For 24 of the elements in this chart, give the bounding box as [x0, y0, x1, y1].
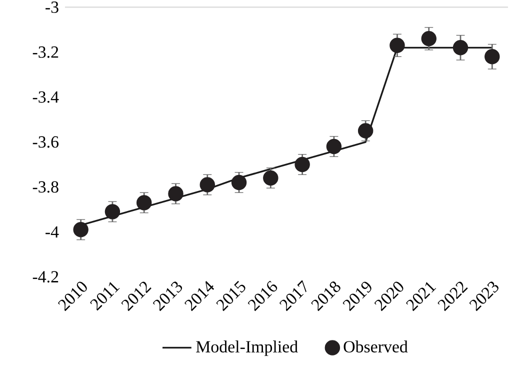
- legend-label: Observed: [344, 340, 408, 352]
- point: [294, 156, 310, 172]
- point: [200, 177, 215, 192]
- legend-label: Model-Implied: [196, 340, 298, 356]
- y-tick-label: -4: [46, 226, 59, 238]
- point: [452, 40, 468, 56]
- y-tick-label: -3.6: [32, 136, 59, 148]
- point: [421, 30, 436, 46]
- y-tick-label: -3: [46, 1, 58, 13]
- point: [136, 195, 152, 210]
- point: [358, 123, 374, 138]
- point: [168, 186, 184, 202]
- point: [104, 204, 120, 220]
- x-tick-label: 2011: [90, 282, 120, 311]
- point: [326, 138, 342, 154]
- y-tick-label: -3.4: [32, 91, 59, 103]
- point: [263, 170, 278, 186]
- y-tick-label: -4.2: [32, 271, 58, 283]
- y-tick-label: -3.8: [32, 181, 58, 193]
- point: [484, 48, 500, 64]
- point: [73, 222, 88, 238]
- y-tick-label: -3.2: [32, 46, 58, 58]
- point: [390, 38, 405, 53]
- point: [231, 174, 247, 190]
